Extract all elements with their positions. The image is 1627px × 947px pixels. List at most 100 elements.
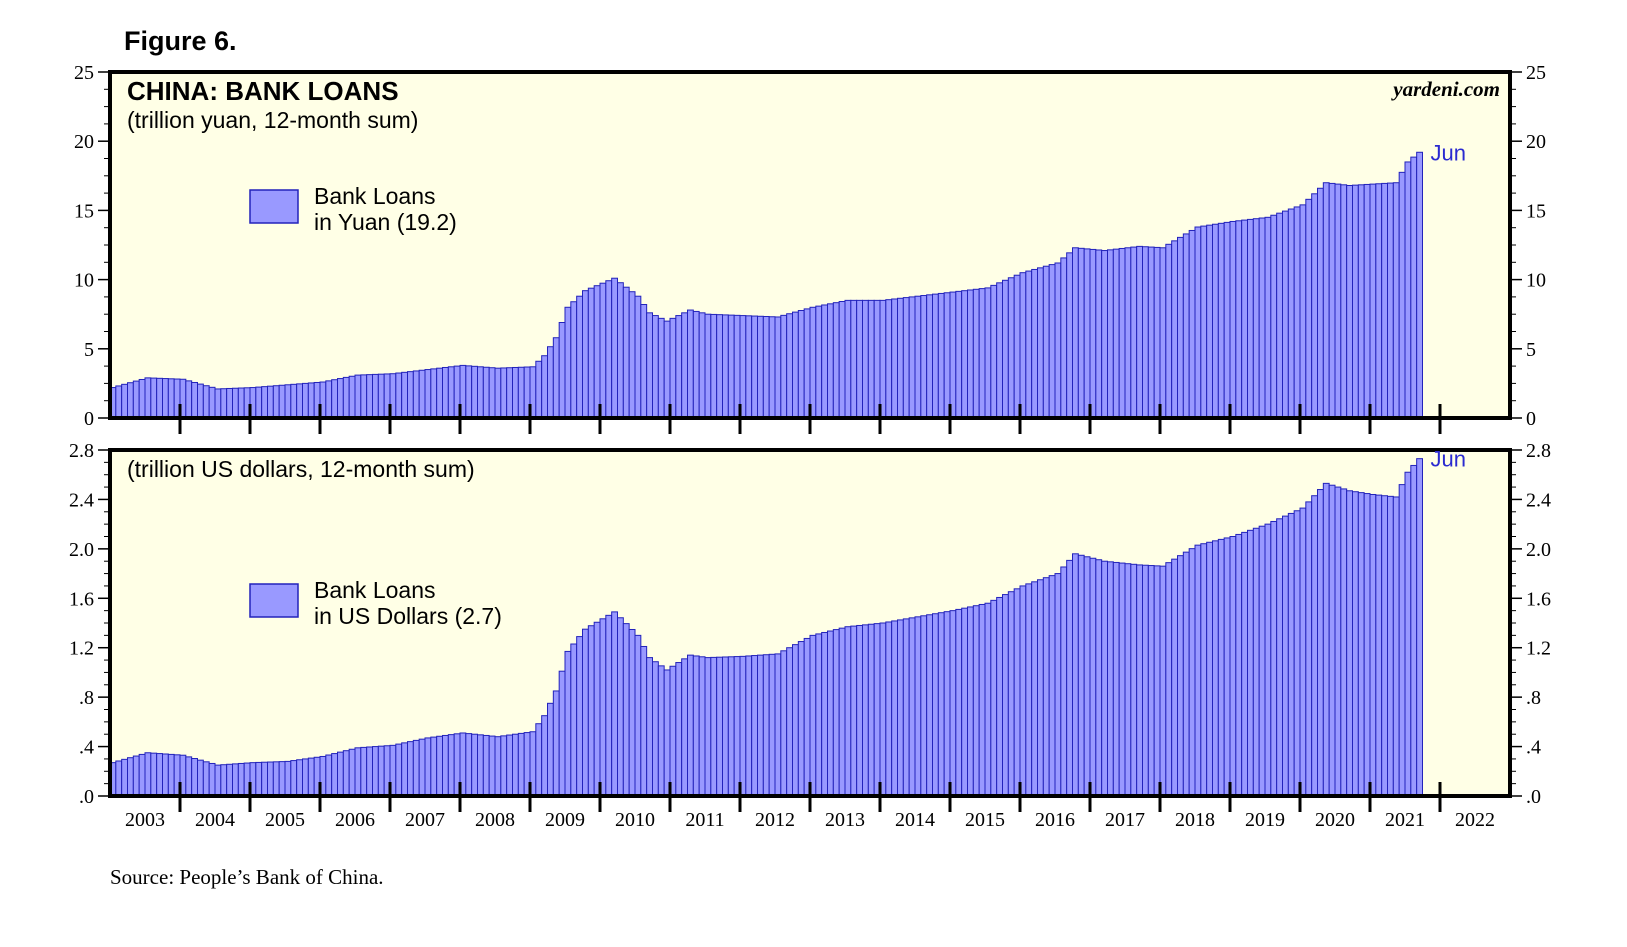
bar — [442, 366, 449, 419]
watermark: yardeni.com — [1390, 77, 1500, 101]
bar — [162, 378, 169, 419]
bar — [1334, 183, 1342, 419]
bar — [879, 299, 887, 419]
bar — [348, 375, 356, 419]
bar — [774, 653, 782, 797]
bar — [1007, 591, 1015, 797]
bar — [856, 299, 863, 419]
bar — [1136, 245, 1144, 419]
bar — [827, 303, 834, 419]
bar — [751, 655, 758, 797]
bar — [675, 315, 683, 419]
chart-subtitle-usd: (trillion US dollars, 12-month sum) — [127, 456, 475, 482]
bar — [226, 387, 233, 419]
bar — [1130, 246, 1138, 419]
bar — [360, 374, 368, 419]
bar — [1089, 248, 1097, 419]
bar — [477, 734, 484, 797]
bar — [1165, 243, 1173, 419]
bar — [1217, 538, 1225, 797]
bar — [1270, 520, 1278, 797]
bar — [1311, 193, 1319, 419]
bar — [512, 366, 519, 419]
bar — [803, 308, 811, 419]
bar — [214, 388, 222, 419]
bar — [675, 662, 683, 797]
bar — [307, 382, 315, 419]
bar — [710, 313, 718, 419]
bar — [996, 282, 1003, 419]
bar — [1066, 559, 1074, 797]
panel-usd: .0 .0 .4 .4 .8 .8 1.2 1.2 1.6 1.6 2.0 2.0 2.4 2.4 2.8 2… — [69, 440, 1551, 831]
x-year-label: 2014 — [895, 809, 935, 831]
bar — [1223, 221, 1231, 419]
bar — [1387, 495, 1394, 797]
bar — [652, 315, 659, 419]
bar — [144, 377, 152, 419]
bar — [1182, 551, 1190, 797]
bar — [430, 368, 438, 419]
plot-frame-yuan — [108, 70, 1512, 420]
bar — [167, 378, 175, 419]
x-year-label: 2008 — [475, 809, 515, 831]
bar — [1042, 577, 1050, 797]
bar — [261, 761, 269, 797]
axes-yuan: 0 0 5 5 10 10 15 15 20 20 25 25 — [74, 62, 1546, 434]
bar — [237, 762, 245, 797]
bar — [873, 623, 881, 797]
bar — [733, 656, 741, 797]
bar — [710, 656, 718, 797]
y-tick-label-left: 20 — [74, 131, 94, 153]
bar — [663, 669, 671, 797]
bar — [1328, 182, 1336, 419]
y-tick-label-right: 5 — [1526, 339, 1536, 361]
bar — [290, 383, 298, 419]
bar — [1217, 222, 1225, 419]
bar — [1282, 515, 1289, 797]
bar — [1118, 247, 1126, 419]
bars-usd — [109, 458, 1424, 797]
bar — [185, 380, 193, 419]
bar — [582, 290, 589, 419]
bar — [342, 376, 350, 419]
bar — [1282, 210, 1289, 419]
bar — [150, 377, 158, 419]
bar — [897, 297, 904, 419]
bar — [967, 289, 974, 419]
y-tick-label-left: .8 — [79, 687, 94, 709]
bar — [547, 702, 554, 797]
bar — [599, 618, 607, 797]
y-tick-label-left: 2.4 — [69, 489, 94, 511]
x-year-label: 2010 — [615, 809, 655, 831]
y-tick-label-left: 15 — [74, 200, 94, 222]
y-tick-label-right: 1.6 — [1526, 588, 1551, 610]
bar — [1095, 249, 1103, 419]
x-year-label: 2005 — [265, 809, 305, 831]
bar — [418, 369, 426, 419]
bar — [1101, 250, 1109, 419]
bar — [1037, 579, 1044, 797]
bar — [1037, 267, 1044, 419]
bar — [669, 665, 677, 797]
bar — [436, 735, 444, 797]
bar — [401, 742, 409, 797]
bar — [838, 301, 846, 419]
bar — [646, 657, 653, 797]
bar — [1305, 198, 1313, 419]
bar — [267, 385, 274, 419]
bar — [1375, 183, 1383, 419]
bar — [220, 388, 228, 419]
plot-frame-usd — [108, 448, 1512, 798]
bar — [576, 295, 583, 419]
bar — [1375, 494, 1383, 797]
bar — [302, 758, 309, 797]
bar — [1270, 214, 1278, 419]
bar — [1241, 219, 1249, 419]
bar — [494, 367, 502, 419]
bar — [1381, 495, 1389, 797]
bar — [1287, 512, 1295, 797]
bar — [570, 643, 578, 797]
bar — [634, 634, 642, 797]
bar — [272, 761, 280, 797]
x-year-label: 2022 — [1455, 809, 1495, 831]
